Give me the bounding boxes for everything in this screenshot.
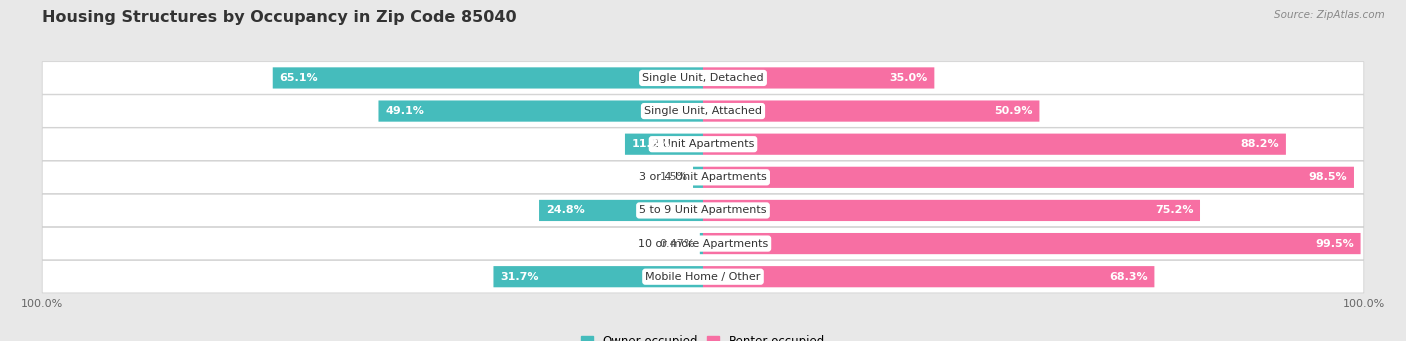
Text: 1.5%: 1.5% xyxy=(659,172,688,182)
Text: 99.5%: 99.5% xyxy=(1315,239,1354,249)
Text: 98.5%: 98.5% xyxy=(1309,172,1347,182)
FancyBboxPatch shape xyxy=(703,167,1354,188)
Text: 10 or more Apartments: 10 or more Apartments xyxy=(638,239,768,249)
FancyBboxPatch shape xyxy=(538,200,703,221)
Text: 2 Unit Apartments: 2 Unit Apartments xyxy=(652,139,754,149)
FancyBboxPatch shape xyxy=(703,200,1199,221)
Text: 11.8%: 11.8% xyxy=(631,139,671,149)
Text: 5 to 9 Unit Apartments: 5 to 9 Unit Apartments xyxy=(640,205,766,216)
Text: 35.0%: 35.0% xyxy=(890,73,928,83)
FancyBboxPatch shape xyxy=(624,134,703,155)
FancyBboxPatch shape xyxy=(42,62,1364,94)
FancyBboxPatch shape xyxy=(42,227,1364,260)
Text: 75.2%: 75.2% xyxy=(1154,205,1194,216)
FancyBboxPatch shape xyxy=(42,261,1364,293)
Legend: Owner-occupied, Renter-occupied: Owner-occupied, Renter-occupied xyxy=(576,330,830,341)
Text: 31.7%: 31.7% xyxy=(501,272,538,282)
FancyBboxPatch shape xyxy=(42,95,1364,127)
Text: 0.47%: 0.47% xyxy=(659,239,695,249)
FancyBboxPatch shape xyxy=(703,134,1286,155)
FancyBboxPatch shape xyxy=(693,167,703,188)
FancyBboxPatch shape xyxy=(494,266,703,287)
FancyBboxPatch shape xyxy=(378,101,703,122)
FancyBboxPatch shape xyxy=(703,266,1154,287)
Text: Single Unit, Detached: Single Unit, Detached xyxy=(643,73,763,83)
Text: 3 or 4 Unit Apartments: 3 or 4 Unit Apartments xyxy=(640,172,766,182)
Text: Housing Structures by Occupancy in Zip Code 85040: Housing Structures by Occupancy in Zip C… xyxy=(42,10,517,25)
Text: 49.1%: 49.1% xyxy=(385,106,425,116)
FancyBboxPatch shape xyxy=(703,233,1361,254)
FancyBboxPatch shape xyxy=(42,128,1364,160)
Text: Source: ZipAtlas.com: Source: ZipAtlas.com xyxy=(1274,10,1385,20)
Text: Single Unit, Attached: Single Unit, Attached xyxy=(644,106,762,116)
FancyBboxPatch shape xyxy=(273,67,703,89)
FancyBboxPatch shape xyxy=(700,233,703,254)
FancyBboxPatch shape xyxy=(703,67,935,89)
FancyBboxPatch shape xyxy=(42,194,1364,227)
Text: 65.1%: 65.1% xyxy=(280,73,318,83)
FancyBboxPatch shape xyxy=(703,101,1039,122)
Text: 88.2%: 88.2% xyxy=(1240,139,1279,149)
Text: 68.3%: 68.3% xyxy=(1109,272,1147,282)
Text: 50.9%: 50.9% xyxy=(994,106,1033,116)
Text: 24.8%: 24.8% xyxy=(546,205,585,216)
FancyBboxPatch shape xyxy=(42,161,1364,194)
Text: Mobile Home / Other: Mobile Home / Other xyxy=(645,272,761,282)
